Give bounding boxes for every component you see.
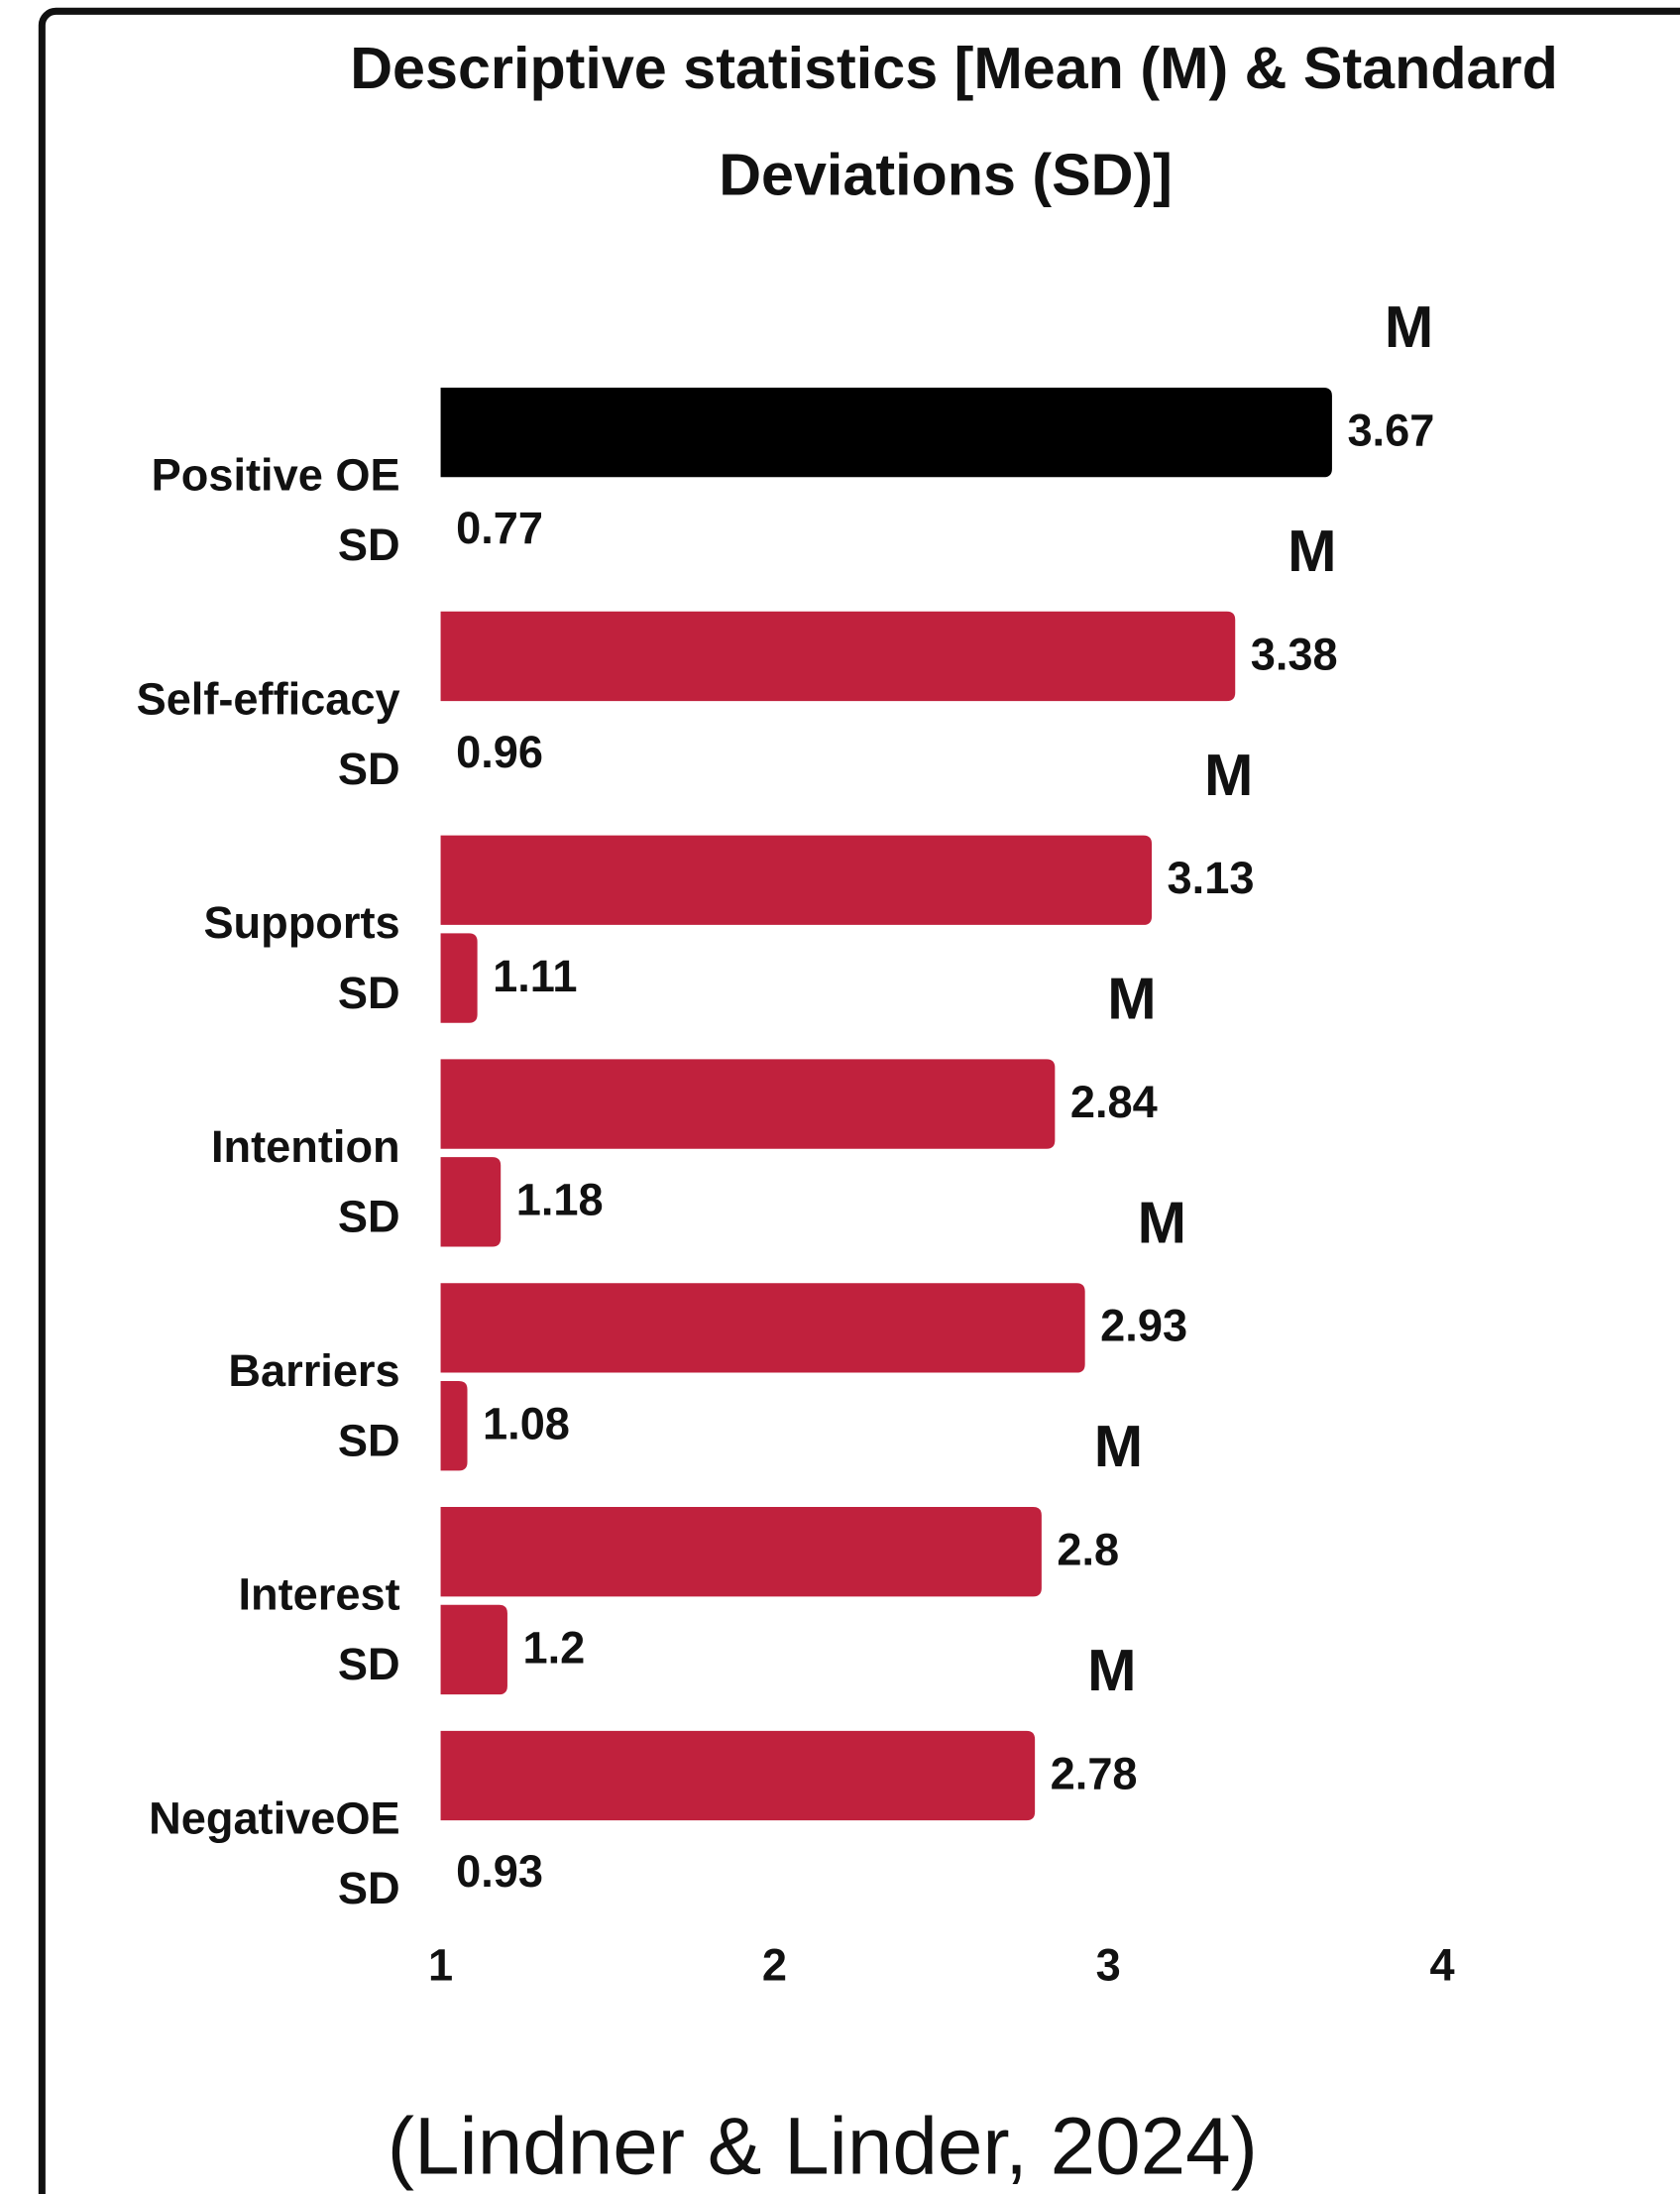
value-label: 1.11 [493, 951, 577, 1001]
value-label: 2.78 [1051, 1748, 1138, 1798]
value-label: 0.96 [456, 727, 543, 777]
series-label: M [1138, 1189, 1186, 1255]
bar [440, 1059, 1056, 1149]
series-label: SD [338, 744, 400, 794]
category-label: Self-efficacy [137, 673, 400, 724]
frame [38, 7, 1680, 2194]
series-label: M [1385, 293, 1433, 360]
chart-title: Deviations (SD)] [719, 141, 1173, 207]
bar [440, 1283, 1085, 1373]
caption: (Lindner & Linder, 2024) [388, 2101, 1258, 2191]
series-label: M [1204, 742, 1253, 808]
series-label: SD [338, 1863, 400, 1913]
series-label: M [1288, 518, 1336, 584]
value-label: 0.77 [456, 503, 543, 553]
series-label: M [1107, 966, 1156, 1032]
series-label: M [1094, 1413, 1143, 1479]
series-label: SD [338, 968, 400, 1018]
value-label: 2.93 [1100, 1301, 1187, 1351]
series-label: SD [338, 520, 400, 570]
x-tick-label: 1 [428, 1940, 453, 1991]
category-label: NegativeOE [149, 1792, 399, 1843]
value-label: 3.38 [1251, 629, 1338, 679]
series-label: SD [338, 1415, 400, 1465]
value-label: 1.08 [483, 1398, 570, 1448]
bar [440, 1604, 507, 1695]
value-label: 3.13 [1168, 853, 1255, 903]
series-label: SD [338, 1192, 400, 1242]
value-label: 1.18 [516, 1175, 604, 1225]
category-label: Intention [211, 1121, 400, 1172]
x-tick-label: 3 [1096, 1940, 1121, 1991]
series-label: SD [338, 1639, 400, 1689]
category-label: Interest [239, 1569, 400, 1620]
bar [440, 1507, 1042, 1597]
category-label: Supports [203, 897, 399, 948]
x-tick-label: 2 [762, 1940, 787, 1991]
category-label: Positive OE [152, 450, 400, 501]
bar [440, 611, 1236, 702]
value-label: 0.93 [456, 1846, 543, 1897]
bar [440, 933, 478, 1023]
chart-title: Descriptive statistics [Mean (M) & Stand… [350, 35, 1558, 101]
bar [440, 1157, 502, 1247]
bar [440, 387, 1332, 478]
bar [440, 835, 1153, 925]
bar [440, 1380, 468, 1471]
value-label: 2.8 [1057, 1525, 1119, 1575]
bar [440, 1730, 1036, 1821]
x-tick-label: 4 [1430, 1940, 1455, 1991]
series-label: M [1087, 1637, 1136, 1703]
value-label: 2.84 [1070, 1077, 1158, 1127]
category-label: Barriers [228, 1345, 399, 1396]
value-label: 1.2 [522, 1622, 585, 1673]
value-label: 3.67 [1347, 404, 1434, 455]
